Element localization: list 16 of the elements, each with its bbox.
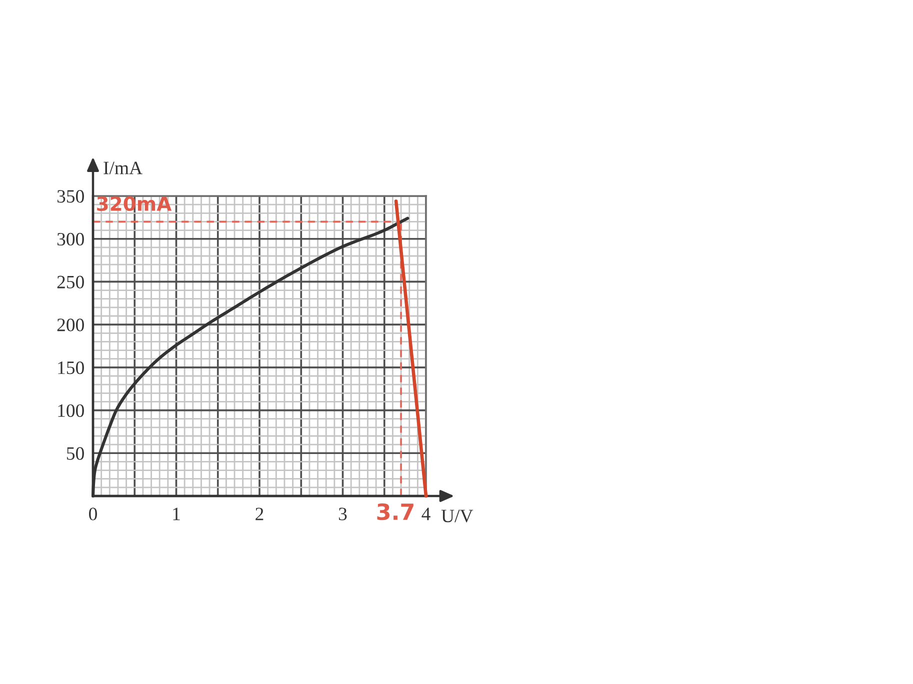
annotation: 3.7 (377, 503, 414, 520)
x-tick-label: 2 (256, 508, 264, 520)
y-tick-label: 300 (57, 232, 84, 246)
x-tick-label: 0 (89, 508, 97, 520)
y-tick-label: 150 (58, 361, 84, 374)
x-tick-label: 3 (338, 508, 347, 520)
y-tick-label: 250 (57, 276, 84, 288)
x-tick-label: 1 (173, 508, 180, 520)
annotation: 320mA (97, 196, 172, 211)
y-tick-label: 100 (58, 404, 84, 417)
x-axis-title: U/V (441, 510, 474, 522)
y-tick-label: 50 (67, 447, 84, 460)
x-tick-label: 4 (422, 508, 430, 520)
y-axis-title: I/mA (104, 162, 142, 174)
y-tick-label: 350 (57, 190, 84, 203)
y-tick-label: 200 (57, 318, 84, 332)
